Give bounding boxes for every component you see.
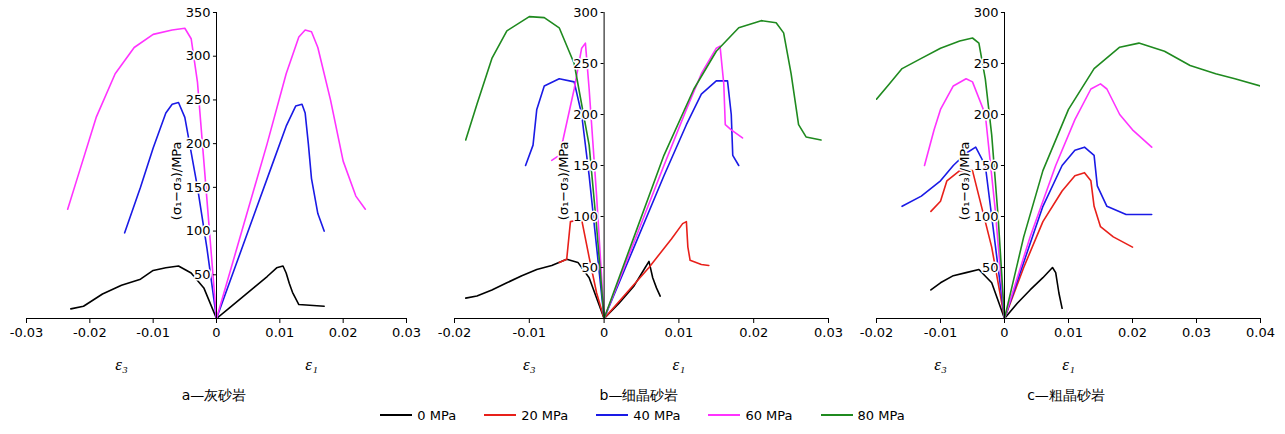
svg-text:0: 0: [212, 325, 220, 340]
html-text:60 MPa: 60 MPa: [745, 407, 793, 423]
svg-text:ε₃: ε₃: [934, 355, 947, 374]
svg-text:0.03: 0.03: [814, 325, 843, 340]
svg-text:0.02: 0.02: [329, 325, 358, 340]
svg-text:200: 200: [974, 107, 999, 122]
svg-text:0: 0: [1000, 325, 1008, 340]
svg-text:0.02: 0.02: [739, 325, 768, 340]
svg-text:150: 150: [573, 158, 598, 173]
svg-text:50: 50: [194, 267, 211, 282]
svg-text:-0.01: -0.01: [512, 325, 546, 340]
html-text:b—细晶砂岩: b—细晶砂岩: [599, 387, 679, 403]
svg-text:ε₃: ε₃: [115, 355, 128, 374]
svg-text:-0.01: -0.01: [924, 325, 958, 340]
svg-text:250: 250: [573, 56, 598, 71]
svg-text:350: 350: [186, 5, 211, 20]
svg-text:300: 300: [186, 48, 211, 63]
svg-text:ε₁: ε₁: [1062, 355, 1075, 374]
svg-text:0.01: 0.01: [1054, 325, 1083, 340]
svg-text:300: 300: [573, 5, 598, 20]
svg-text:ε₁: ε₁: [673, 355, 686, 374]
svg-text:-0.01: -0.01: [136, 325, 170, 340]
svg-text:100: 100: [974, 209, 999, 224]
svg-text:(σ₁−σ₃)/MPa: (σ₁−σ₃)/MPa: [957, 141, 972, 220]
svg-text:100: 100: [186, 223, 211, 238]
svg-text:300: 300: [974, 5, 999, 20]
svg-text:-0.02: -0.02: [73, 325, 107, 340]
svg-text:0.01: 0.01: [265, 325, 294, 340]
html-text:80 MPa: 80 MPa: [857, 407, 905, 423]
svg-text:-0.03: -0.03: [10, 325, 44, 340]
svg-text:ε₁: ε₁: [305, 355, 318, 374]
svg-text:200: 200: [573, 107, 598, 122]
svg-text:0.04: 0.04: [1246, 325, 1275, 340]
svg-text:0.02: 0.02: [1118, 325, 1147, 340]
svg-text:50: 50: [982, 260, 999, 275]
svg-text:0.03: 0.03: [392, 325, 421, 340]
svg-text:-0.02: -0.02: [860, 325, 894, 340]
svg-text:200: 200: [186, 136, 211, 151]
html-text:0 MPa: 0 MPa: [417, 407, 457, 423]
svg-text:(σ₁−σ₃)/MPa: (σ₁−σ₃)/MPa: [556, 141, 571, 220]
html-text:c—粗晶砂岩: c—粗晶砂岩: [1027, 387, 1105, 403]
html-text:a—灰砂岩: a—灰砂岩: [181, 387, 247, 403]
svg-text:0: 0: [600, 325, 608, 340]
html-text:40 MPa: 40 MPa: [633, 407, 681, 423]
svg-text:50: 50: [582, 260, 599, 275]
svg-text:250: 250: [186, 92, 211, 107]
svg-text:-0.02: -0.02: [438, 325, 472, 340]
svg-text:ε₃: ε₃: [523, 355, 536, 374]
svg-text:150: 150: [974, 158, 999, 173]
svg-text:0.03: 0.03: [1182, 325, 1211, 340]
svg-text:0.01: 0.01: [664, 325, 693, 340]
svg-text:(σ₁−σ₃)/MPa: (σ₁−σ₃)/MPa: [169, 141, 184, 220]
svg-text:250: 250: [974, 56, 999, 71]
svg-text:100: 100: [573, 209, 598, 224]
html-text:20 MPa: 20 MPa: [521, 407, 569, 423]
svg-text:150: 150: [186, 180, 211, 195]
